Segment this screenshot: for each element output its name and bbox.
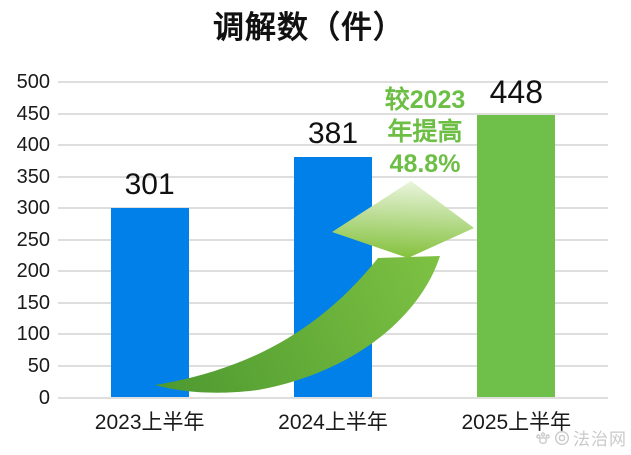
paw-icon — [536, 431, 550, 444]
y-gridline — [58, 112, 608, 115]
growth-annotation-line3: 48.8% — [389, 150, 461, 178]
y-axis-label: 450 — [16, 102, 50, 125]
growth-annotation: 较2023 年提高 48.8% — [366, 84, 484, 180]
y-axis-label: 400 — [16, 134, 50, 157]
chart-title: 调解数（件） — [213, 10, 405, 45]
y-axis-label: 300 — [16, 197, 50, 220]
bar-2 — [294, 157, 372, 398]
y-axis-label: 250 — [16, 228, 50, 251]
y-axis-label: 0 — [38, 386, 50, 409]
x-axis-label: 2025上半年 — [461, 411, 572, 434]
logo-circle-icon — [554, 430, 570, 445]
y-gridline — [58, 81, 608, 83]
x-axis-label: 2023上半年 — [94, 411, 205, 434]
y-gridline — [58, 396, 608, 399]
bar-1 — [110, 207, 189, 398]
watermark-text: 法治网 — [573, 430, 627, 449]
y-axis-label: 200 — [16, 260, 50, 283]
watermark: 法治网 — [535, 425, 627, 450]
y-axis-label: 50 — [27, 354, 50, 377]
bar-value-label: 381 — [307, 117, 359, 151]
growth-annotation-line1: 较2023 — [384, 86, 466, 114]
bar-value-label: 448 — [489, 73, 544, 110]
bar-3 — [477, 114, 556, 398]
y-gridline — [58, 144, 608, 147]
y-axis-label: 500 — [16, 71, 50, 93]
y-axis-label: 350 — [16, 165, 50, 188]
growth-annotation-line2: 年提高 — [387, 118, 463, 146]
y-axis-label: 100 — [16, 323, 50, 346]
x-axis-label: 2024上半年 — [278, 411, 388, 434]
bar-value-label: 301 — [124, 167, 175, 201]
y-axis-label: 150 — [16, 291, 50, 314]
